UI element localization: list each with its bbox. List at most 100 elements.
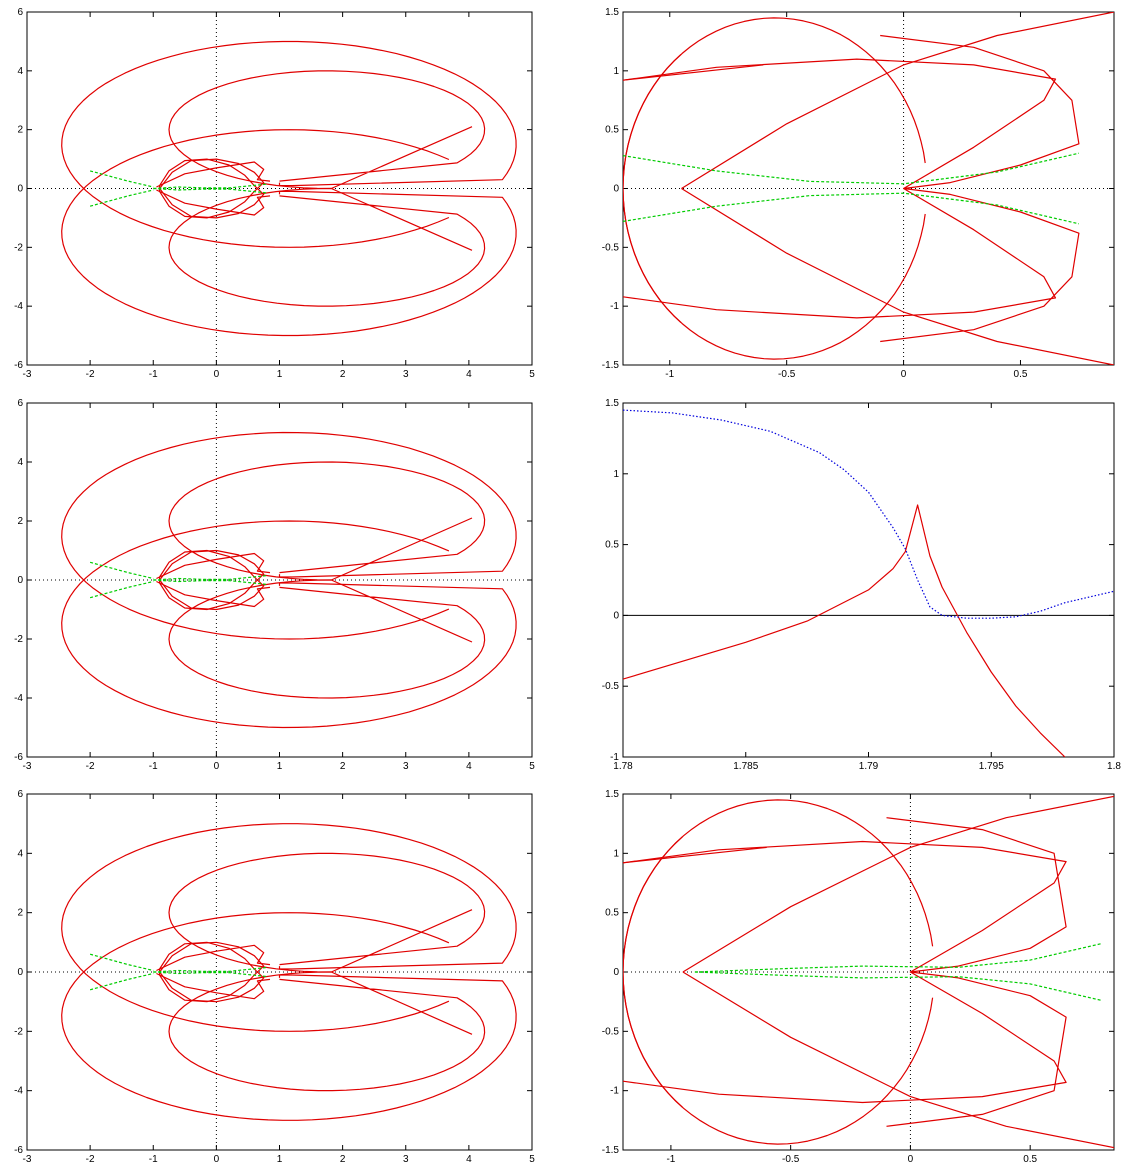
panel-top-right: -1 -0.5 0 0.5 -1.5 -1 -0.5 0 0.5 1 1.5 bbox=[602, 7, 1115, 380]
x-tick-label: 0.5 bbox=[1014, 369, 1028, 380]
series-red bbox=[623, 504, 1066, 757]
series-red-curve bbox=[168, 971, 486, 1092]
x-tick-label: 0 bbox=[908, 1154, 914, 1165]
series-red-curve bbox=[61, 431, 517, 640]
series-green-curve bbox=[89, 561, 154, 580]
y-tick-label: 1.5 bbox=[605, 398, 619, 409]
series-green-curve bbox=[153, 187, 267, 194]
series-green-curve bbox=[89, 953, 154, 972]
series-green-curve bbox=[694, 971, 1103, 1002]
series-red-curve bbox=[61, 823, 517, 1032]
series-green-curve bbox=[89, 170, 154, 188]
series-green-curve bbox=[89, 189, 154, 207]
series-red-curve bbox=[168, 70, 486, 190]
series-green-curve bbox=[694, 942, 1103, 973]
y-tick-label: 2 bbox=[17, 908, 23, 919]
x-tick-label: 0 bbox=[214, 1154, 220, 1165]
series-green-curve bbox=[153, 971, 267, 978]
y-tick-label: 0 bbox=[613, 967, 619, 978]
x-tick-label: -2 bbox=[86, 1154, 95, 1165]
y-tick-label: -6 bbox=[14, 752, 23, 763]
series-red-curve bbox=[682, 971, 1114, 1149]
y-tick-label: -4 bbox=[14, 301, 23, 312]
x-tick-label: -1 bbox=[666, 1154, 675, 1165]
x-tick-label: 4 bbox=[466, 761, 472, 772]
y-tick-label: 1.5 bbox=[605, 789, 619, 800]
series-red-curve bbox=[168, 579, 486, 699]
series-red-curve bbox=[61, 40, 517, 248]
y-tick-label: 1.5 bbox=[605, 7, 619, 18]
x-tick-label: 1.795 bbox=[979, 761, 1004, 772]
series-red-curve bbox=[623, 64, 764, 81]
y-tick-label: 1 bbox=[613, 66, 619, 77]
series-red-curve bbox=[61, 912, 517, 1121]
series-red-curve bbox=[156, 189, 271, 216]
y-tick-label: 4 bbox=[17, 848, 23, 859]
series-red-curve bbox=[168, 852, 486, 973]
series-red-curve bbox=[168, 187, 486, 307]
x-tick-label: 1 bbox=[277, 1154, 283, 1165]
x-tick-label: 4 bbox=[466, 1154, 472, 1165]
x-tick-label: 5 bbox=[529, 1154, 535, 1165]
x-tick-label: 1 bbox=[277, 761, 283, 772]
x-tick-label: 2 bbox=[340, 369, 346, 380]
y-tick-label: 2 bbox=[17, 516, 23, 527]
series-red-curve bbox=[156, 552, 271, 580]
series-blue bbox=[623, 409, 1114, 619]
y-tick-label: -4 bbox=[14, 693, 23, 704]
x-tick-label: 3 bbox=[403, 1154, 409, 1165]
series-red-curve bbox=[156, 161, 271, 188]
y-tick-label: -6 bbox=[14, 1145, 23, 1156]
y-tick-label: -1 bbox=[610, 301, 619, 312]
series-green-curve bbox=[623, 192, 1080, 225]
x-tick-label: -3 bbox=[23, 369, 32, 380]
x-tick-label: 1.785 bbox=[733, 761, 758, 772]
series-red-curve bbox=[623, 836, 934, 1145]
panel-middle-left: -3 -2 -1 0 1 2 3 4 5 -6 -4 -2 0 2 4 6 bbox=[14, 398, 535, 772]
panel-middle-right: 1.78 1.785 1.79 1.795 1.8 -1 -0.5 0 0.5 1 1.5 bbox=[602, 398, 1122, 772]
series-red-curve bbox=[156, 944, 271, 972]
y-tick-label: 0 bbox=[17, 575, 23, 586]
y-tick-label: 1 bbox=[613, 848, 619, 859]
y-tick-label: 0 bbox=[17, 184, 23, 195]
y-tick-label: 0 bbox=[613, 184, 619, 195]
y-tick-label: 0.5 bbox=[605, 125, 619, 136]
series-red-curve bbox=[61, 129, 517, 337]
series-red-curve bbox=[623, 971, 1067, 1127]
series-red-curve bbox=[156, 580, 271, 608]
y-tick-label: -2 bbox=[14, 242, 23, 253]
x-tick-label: -3 bbox=[23, 1154, 32, 1165]
series-green-curve bbox=[89, 972, 154, 991]
y-tick-label: 6 bbox=[17, 7, 23, 18]
x-tick-label: -0.5 bbox=[782, 1154, 800, 1165]
y-tick-label: 6 bbox=[17, 398, 23, 409]
y-tick-label: 0 bbox=[613, 610, 619, 621]
y-tick-label: -6 bbox=[14, 360, 23, 371]
x-tick-label: 5 bbox=[529, 761, 535, 772]
y-tick-label: -1 bbox=[610, 1086, 619, 1097]
y-tick-label: -1.5 bbox=[602, 360, 620, 371]
x-tick-label: -3 bbox=[23, 761, 32, 772]
x-tick-label: -1 bbox=[149, 761, 158, 772]
x-tick-label: 0 bbox=[901, 369, 907, 380]
x-tick-label: 1.78 bbox=[613, 761, 633, 772]
x-tick-label: 4 bbox=[466, 369, 472, 380]
y-tick-label: 0.5 bbox=[605, 908, 619, 919]
series-red-curve bbox=[168, 461, 486, 581]
y-tick-label: 4 bbox=[17, 66, 23, 77]
series-red-curve bbox=[681, 187, 1114, 365]
series-red-curve bbox=[156, 972, 271, 1000]
x-tick-label: 5 bbox=[529, 369, 535, 380]
series-red-curve bbox=[623, 34, 1080, 190]
x-tick-label: 1 bbox=[277, 369, 283, 380]
x-tick-label: 0.5 bbox=[1023, 1154, 1037, 1165]
x-tick-label: 2 bbox=[340, 761, 346, 772]
series-red-curve bbox=[623, 187, 1080, 343]
panel-bottom-right: -1 -0.5 0 0.5 -1.5 -1 -0.5 0 0.5 1 1.5 bbox=[602, 789, 1115, 1165]
y-tick-label: 4 bbox=[17, 457, 23, 468]
series-red-curve bbox=[623, 817, 1067, 973]
panel-bottom-left: -3 -2 -1 0 1 2 3 4 5 -6 -4 -2 0 2 4 6 bbox=[14, 789, 535, 1165]
y-tick-label: 0 bbox=[17, 967, 23, 978]
x-tick-label: -2 bbox=[86, 761, 95, 772]
